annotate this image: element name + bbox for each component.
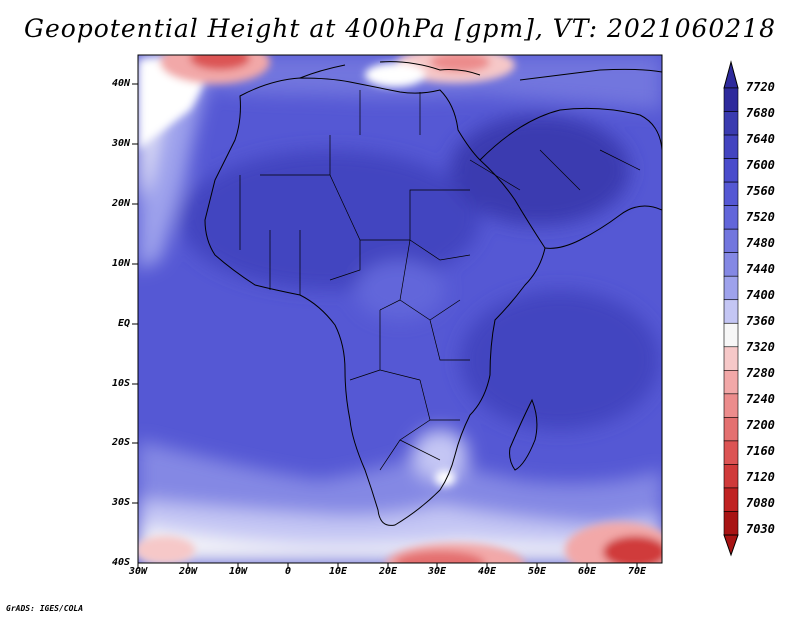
colorbar-swatch [723,322,739,348]
colorbar-swatch [723,252,739,277]
africa-coast [204,77,546,526]
colorbar-label: 7320 [746,340,775,354]
field-trough-southern-africa [412,429,468,481]
colorbar-swatch [723,370,739,395]
colorbar-label: 7720 [746,80,775,94]
lon-label: 20W [178,566,198,577]
colorbar-swatch [723,158,739,183]
credit-text: GrADS: IGES/COLA [6,604,84,613]
colorbar-label: 7520 [746,210,775,224]
field-high-arabia [450,115,630,225]
field-low-south [385,543,525,563]
lat-label: 10N [111,258,130,269]
lon-label: 70E [627,566,647,577]
field-low-north-core [430,55,490,72]
lat-label: 20S [111,437,130,448]
axis-ticks [132,83,638,569]
colorbar-label: 7120 [746,470,775,484]
colorbar-label: 7280 [746,366,775,380]
field-band-south-white [138,525,662,563]
colorbar-label: 7360 [746,314,775,328]
country-borders [239,90,641,471]
colorbar-label: 7560 [746,184,775,198]
lon-label: 40E [477,566,497,577]
country-border-lines [239,90,641,471]
field-white-north [365,63,425,87]
colorbar-label: 7030 [746,522,775,536]
field-high-sahara [180,150,480,290]
lon-label: 20E [378,566,398,577]
colorbar-swatch [723,87,739,112]
colorbar-label: 7240 [746,392,775,406]
lat-label: EQ [117,318,130,329]
colorbar-swatch [723,205,739,230]
lat-label: 20N [111,198,130,209]
colorbar-swatch [723,440,739,465]
colorbar [723,60,739,557]
colorbar-swatch [723,417,739,442]
colorbar-swatch [723,228,739,253]
colorbar-label: 7600 [746,158,775,172]
field-white-lesotho [435,470,455,486]
colorbar-label: 7680 [746,106,775,120]
colorbar-swatch [723,346,739,371]
lat-label: 10S [111,378,130,389]
colorbar-swatch [723,181,739,206]
europe-coast [299,61,662,81]
height-field [138,55,662,563]
field-low-south-core [395,551,485,563]
lon-label: 30E [427,566,447,577]
map-frame [137,54,663,564]
colorbar-label: 7480 [746,236,775,250]
lon-label: 10W [228,566,248,577]
colorbar-swatch [723,111,739,136]
lon-label: 0 [284,566,292,577]
colorbar-swatch [723,299,739,324]
lon-label: 50E [527,566,547,577]
colorbar-swatch [723,511,739,536]
field-central-africa [355,260,445,320]
colorbar-label: 7400 [746,288,775,302]
colorbar-swatch [723,464,739,489]
map-title: Geopotential Height at 400hPa [gpm], VT:… [23,14,777,43]
colorbar-max-arrow [723,60,739,89]
lon-label: 30W [128,566,148,577]
field-low-northwest-core [190,55,250,70]
madagascar-coast [509,398,538,471]
colorbar-swatch [723,487,739,512]
colorbar-swatch [723,134,739,159]
lon-label: 60E [577,566,597,577]
lat-label: 30N [111,138,130,149]
colorbar-swatch [723,275,739,301]
lon-label: 10E [328,566,348,577]
colorbar-swatch [723,393,739,418]
lat-label: 40N [111,78,130,89]
colorbar-label: 7440 [746,262,775,276]
field-low-southeast-core [603,536,662,563]
colorbar-min-arrow [723,534,739,557]
field-high-indian-ocean [460,290,660,430]
lat-label: 30S [111,497,130,508]
colorbar-label: 7200 [746,418,775,432]
colorbar-label: 7080 [746,496,775,510]
lat-label: 40S [111,557,130,568]
colorbar-label: 7160 [746,444,775,458]
colorbar-label: 7640 [746,132,775,146]
field-low-southwest [138,536,195,563]
